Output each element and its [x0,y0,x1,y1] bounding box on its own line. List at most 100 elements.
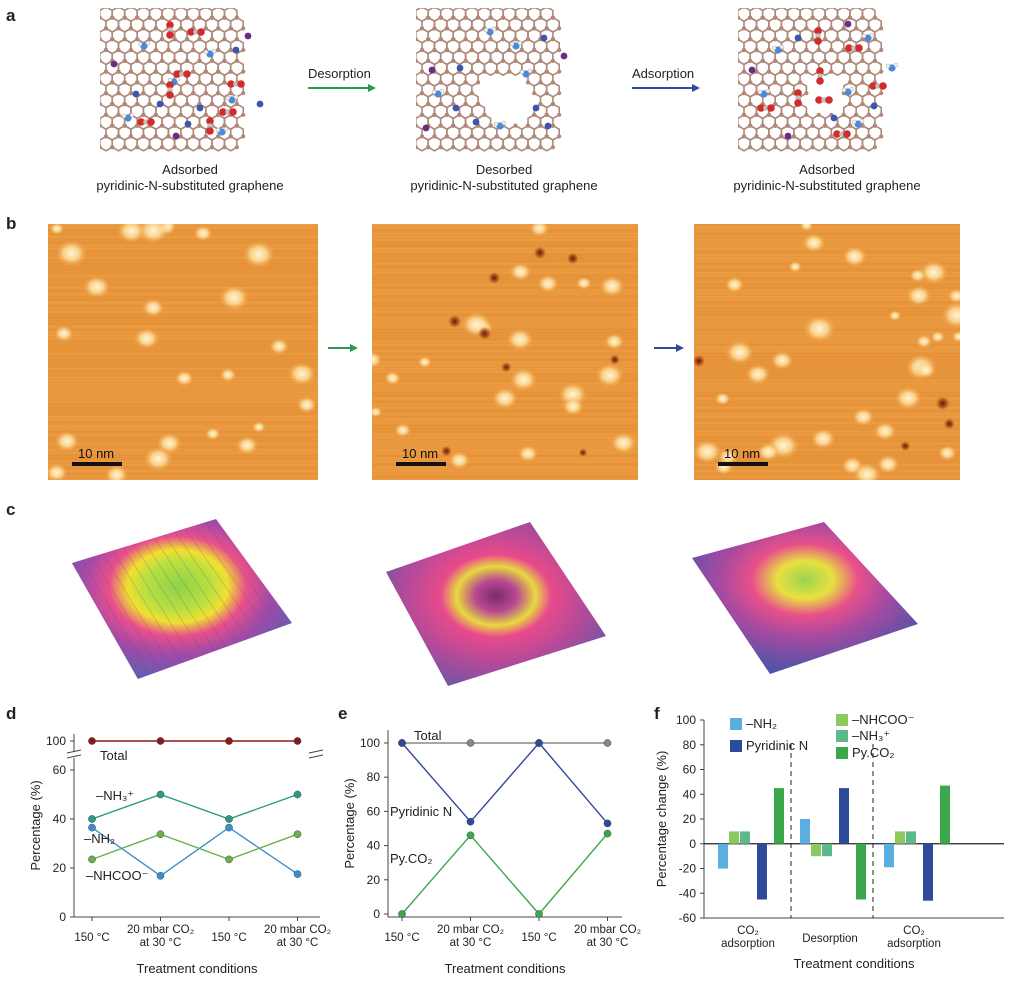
carbon-ring [186,135,201,152]
surface-ridge [123,547,194,660]
nitrogen-atom [830,114,838,122]
scan-line [694,299,960,301]
carbon-atom [550,101,555,107]
hydrogen-atom [439,88,445,94]
carbon-atom [766,69,771,74]
carbon-atom [760,58,765,63]
carbon-atom [432,47,437,53]
carbon-atom [228,47,233,53]
legend-label: Pyridinic N [746,738,808,753]
data-point [466,831,475,840]
scan-line [372,269,638,271]
scan-line [372,344,638,346]
carbon-atom [538,80,543,85]
carbon-atom [463,101,468,107]
hydrogen-atom [849,86,855,92]
carbon-atom [550,123,555,128]
co2-carbon [179,71,185,77]
nitrogen-atom [184,120,192,128]
scan-line [372,452,638,454]
carbon-atom [525,58,531,63]
adsorbate-spot [48,463,68,480]
surface-ridge [92,556,161,672]
dopant-atom [244,32,252,40]
carbon-atom [457,91,462,96]
panel-label-f: f [654,704,660,723]
stm-background [372,224,638,480]
scale-bar [718,462,768,466]
scan-line [48,251,318,253]
vacancy-spot [477,326,492,341]
scan-line [48,296,318,298]
carbon-atom [748,58,753,63]
nitrogen-atom [452,104,460,112]
carbon-atom [847,145,853,150]
carbon-atom [116,8,121,9]
scan-line [48,323,318,325]
carbon-atom [451,58,456,63]
carbon-atom [494,47,499,53]
carbon-atom [451,101,456,107]
data-point [603,739,612,747]
carbon-atom [741,69,747,74]
vacancy-spot [694,354,706,368]
carbon-atom [185,80,190,85]
co2-carbon [839,131,845,137]
carbon-atom [860,145,865,150]
carbon-atom [103,69,109,74]
scan-line [694,404,960,406]
hydrogen-atom [885,63,891,69]
carbon-atom [203,69,208,74]
carbon-atom [773,101,778,107]
scan-line [372,317,638,319]
carbon-atom [525,15,531,20]
series-label-nh2: –NH₂ [84,831,115,846]
carbon-atom [829,69,834,74]
bar-NH3 [740,831,750,844]
carbon-atom [476,37,481,42]
scan-line [694,305,960,307]
oxygen-atom [879,82,887,90]
scan-line [694,245,960,247]
carbon-atom [160,15,165,20]
carbon-atom [135,80,140,85]
carbon-atom [160,58,165,63]
x-axis-title: Treatment conditions [445,961,566,976]
carbon-atom [532,26,537,31]
amine-nitrogen [844,88,852,96]
carbon-atom [754,26,759,31]
co2-carbon [795,95,801,101]
carbon-ring [849,135,864,152]
carbon-atom [754,69,759,74]
scan-line [694,284,960,286]
carbon-atom [122,58,127,63]
adsorbate-spot [174,370,194,387]
hydrogen-atom [765,88,771,94]
oxygen-atom [137,118,145,126]
hydrogen-atom [483,27,489,33]
scan-line [372,350,638,352]
scan-line [48,449,318,451]
graphene-model-desorbed [416,8,568,152]
carbon-ring [496,59,511,77]
nitrogen-atom [196,104,204,112]
scan-line [372,260,638,262]
carbon-atom [804,91,809,96]
carbon-atom [866,26,871,31]
carbon-atom [216,47,221,53]
carbon-atom [538,58,543,63]
carbon-atom [197,15,202,20]
scan-line [48,359,318,361]
carbon-atom [760,80,765,85]
axis-break-gap [308,752,326,758]
scan-line [48,473,318,475]
carbon-atom [463,123,468,128]
carbon-atom [147,58,152,63]
carbon-atom [432,26,437,31]
adsorbate-spot [219,367,237,382]
carbon-atom [141,91,146,96]
carbon-atom [544,112,549,117]
hydrogen-atom [491,26,497,32]
data-point [88,737,96,745]
scan-line [694,254,960,256]
